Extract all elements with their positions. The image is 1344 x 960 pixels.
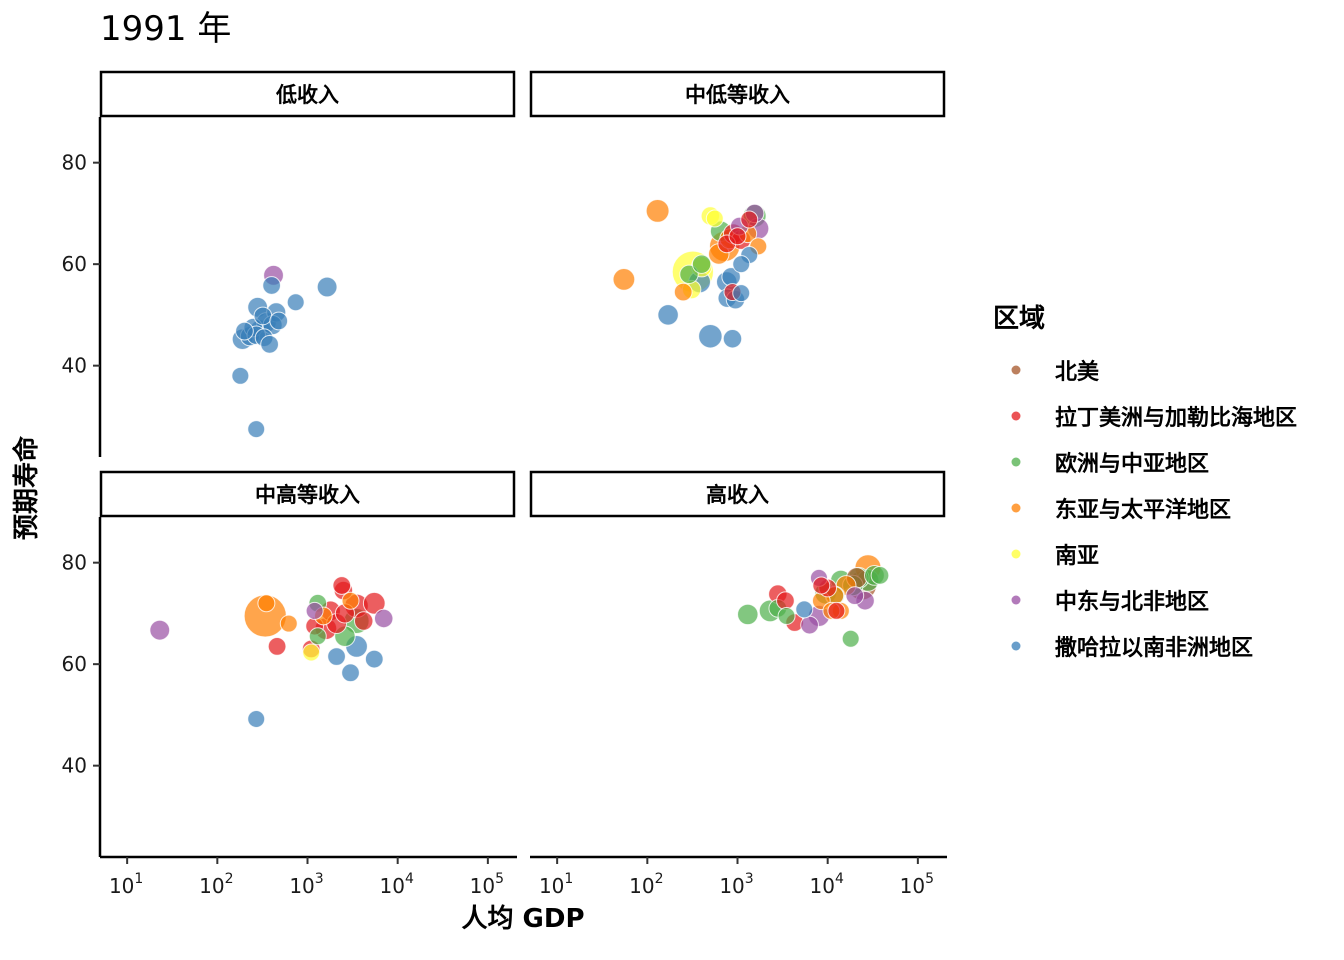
x-tick-label: 102 bbox=[199, 871, 233, 898]
data-point bbox=[262, 276, 281, 295]
data-point bbox=[732, 255, 751, 274]
data-point bbox=[841, 629, 860, 648]
data-point bbox=[705, 209, 724, 228]
x-tick-label: 103 bbox=[289, 871, 323, 898]
legend-label: 东亚与太平洋地区 bbox=[1055, 497, 1231, 523]
y-tick-label: 80 bbox=[62, 151, 87, 175]
data-point bbox=[812, 576, 831, 595]
data-point bbox=[362, 591, 386, 615]
y-tick-label: 40 bbox=[62, 754, 87, 778]
data-point bbox=[257, 594, 276, 613]
panel-3: 中高等收入 40 60 80 101 102 103 104 105 bbox=[62, 470, 517, 898]
data-point bbox=[260, 334, 279, 354]
panel-4: 高收入 101 102 103 104 105 bbox=[529, 470, 947, 898]
chart-title: 1991 年 bbox=[100, 9, 231, 49]
panel-2: 中低等收入 bbox=[529, 70, 946, 349]
facet-strip bbox=[529, 70, 946, 118]
y-axis-title: 预期寿命 bbox=[11, 435, 42, 540]
legend-label: 欧洲与中亚地区 bbox=[1055, 451, 1209, 477]
data-point bbox=[740, 210, 759, 229]
legend-label: 撒哈拉以南非洲地区 bbox=[1055, 635, 1253, 661]
facet-strip bbox=[99, 70, 516, 118]
data-point bbox=[645, 198, 670, 223]
data-point bbox=[231, 366, 250, 385]
facet-strip bbox=[99, 470, 516, 518]
data-point bbox=[332, 576, 352, 595]
legend-label: 南亚 bbox=[1055, 544, 1099, 569]
x-tick-label: 104 bbox=[379, 871, 413, 898]
y-tick-label: 40 bbox=[62, 354, 87, 378]
data-point bbox=[776, 591, 795, 611]
facet-strip-label: 中高等收入 bbox=[255, 483, 360, 507]
x-tick-label: 102 bbox=[629, 871, 663, 898]
legend-label: 拉丁美洲与加勒比海地区 bbox=[1055, 405, 1297, 431]
data-point bbox=[247, 420, 266, 439]
x-tick-label: 105 bbox=[900, 871, 934, 898]
data-point bbox=[253, 306, 273, 326]
data-point bbox=[149, 619, 171, 641]
legend-key bbox=[1011, 641, 1021, 651]
x-tick-label: 101 bbox=[539, 871, 573, 898]
y-tick-label: 60 bbox=[62, 652, 87, 676]
data-point bbox=[870, 565, 890, 585]
data-point bbox=[316, 276, 338, 298]
data-point bbox=[286, 293, 305, 312]
x-tick-label: 105 bbox=[470, 871, 504, 898]
legend-title: 区域 bbox=[993, 304, 1045, 334]
data-point bbox=[827, 601, 846, 620]
data-point bbox=[722, 329, 743, 349]
data-point bbox=[777, 606, 796, 625]
data-point bbox=[279, 614, 298, 633]
data-point bbox=[698, 324, 723, 349]
data-point bbox=[327, 647, 346, 666]
y-tick-label: 60 bbox=[62, 252, 87, 276]
legend: 区域 北美拉丁美洲与加勒比海地区欧洲与中亚地区东亚与太平洋地区南亚中东与北非地区… bbox=[993, 304, 1297, 661]
data-point bbox=[353, 611, 374, 631]
legend-label: 北美 bbox=[1055, 359, 1100, 385]
data-point bbox=[657, 304, 679, 326]
y-tick-label: 80 bbox=[62, 551, 87, 575]
facet-strip-label: 高收入 bbox=[706, 483, 769, 507]
data-point bbox=[364, 649, 384, 669]
data-point bbox=[235, 321, 254, 341]
data-point bbox=[267, 637, 287, 656]
data-point bbox=[845, 586, 865, 606]
data-point bbox=[373, 608, 394, 629]
data-point bbox=[737, 603, 759, 626]
panel-1: 低收入 40 60 80 bbox=[62, 70, 516, 457]
x-tick-label: 104 bbox=[809, 871, 843, 898]
data-point bbox=[269, 311, 289, 331]
x-tick-label: 103 bbox=[719, 871, 753, 898]
data-point bbox=[800, 615, 819, 635]
x-axis-title: 人均 GDP bbox=[461, 904, 584, 934]
data-point bbox=[728, 227, 747, 246]
legend-key bbox=[1011, 457, 1021, 467]
legend-label: 中东与北非地区 bbox=[1055, 589, 1209, 615]
facet-strip-label: 中低等收入 bbox=[685, 83, 790, 107]
data-point bbox=[341, 663, 360, 683]
data-point bbox=[691, 254, 712, 274]
legend-key bbox=[1011, 365, 1021, 375]
facet-strip bbox=[529, 470, 946, 518]
data-point bbox=[305, 601, 324, 620]
data-point bbox=[308, 627, 327, 646]
data-point bbox=[732, 284, 751, 303]
data-point bbox=[247, 709, 266, 728]
legend-key bbox=[1011, 411, 1021, 421]
data-point bbox=[612, 268, 636, 291]
legend-key bbox=[1011, 503, 1021, 513]
legend-key bbox=[1011, 595, 1021, 605]
data-point bbox=[302, 643, 321, 662]
legend-key bbox=[1011, 549, 1021, 559]
facet-strip-label: 低收入 bbox=[275, 83, 339, 107]
x-tick-label: 101 bbox=[109, 871, 143, 898]
data-point bbox=[341, 591, 360, 610]
data-point bbox=[795, 600, 814, 619]
data-point bbox=[673, 282, 693, 302]
